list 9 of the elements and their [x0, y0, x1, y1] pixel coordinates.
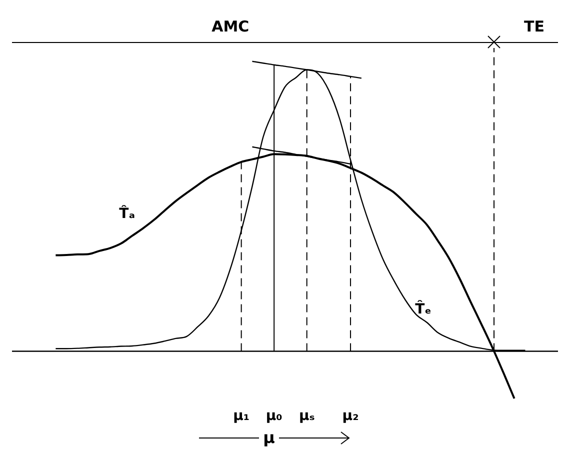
series-label: T̂ₑ [415, 300, 432, 318]
x-tick-label: μ₀ [266, 408, 282, 424]
series-label: T̂ₐ [119, 204, 136, 222]
text: AMC [212, 17, 250, 36]
x-tick-label: μ₁ [233, 408, 250, 424]
x-tick-label: μₛ [299, 408, 315, 424]
x-axis-title: μ [263, 428, 275, 447]
x-tick-label: μ₂ [342, 408, 359, 424]
text: TE [524, 17, 544, 36]
